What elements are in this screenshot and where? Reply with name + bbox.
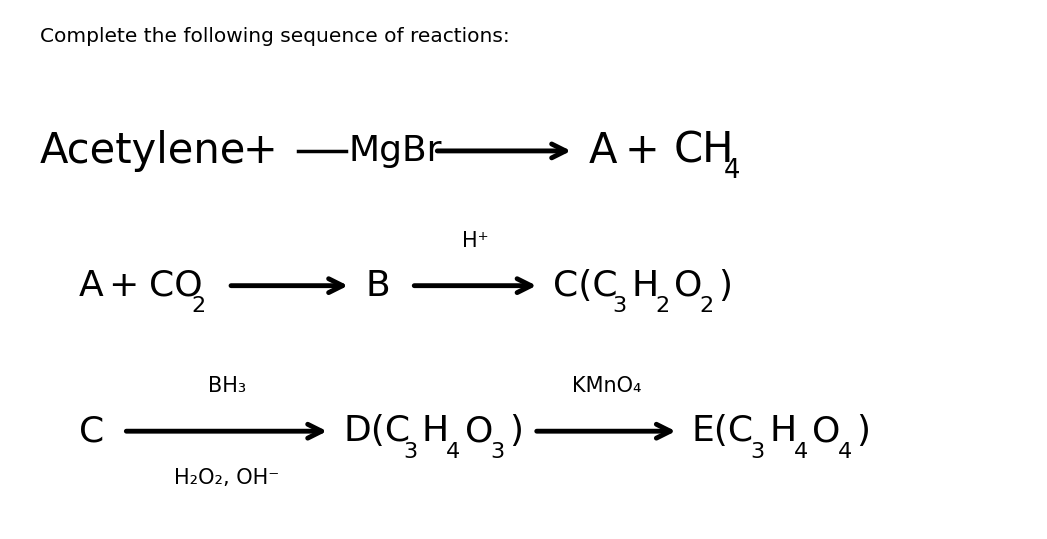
Text: A: A bbox=[79, 268, 104, 303]
Text: 4: 4 bbox=[446, 441, 461, 462]
Text: 2: 2 bbox=[192, 296, 206, 316]
Text: ): ) bbox=[509, 414, 522, 448]
Text: O: O bbox=[465, 414, 493, 448]
Text: D(C: D(C bbox=[343, 414, 410, 448]
Text: BH₃: BH₃ bbox=[207, 376, 246, 396]
Text: 3: 3 bbox=[403, 441, 417, 462]
Text: KMnO₄: KMnO₄ bbox=[572, 376, 641, 396]
Text: C: C bbox=[79, 414, 104, 448]
Text: 4: 4 bbox=[838, 441, 852, 462]
Text: 3: 3 bbox=[490, 441, 504, 462]
Text: +: + bbox=[242, 130, 277, 172]
Text: ): ) bbox=[718, 268, 732, 303]
Text: H₂O₂, OH⁻: H₂O₂, OH⁻ bbox=[174, 468, 280, 488]
Text: H: H bbox=[422, 414, 449, 448]
Text: Complete the following sequence of reactions:: Complete the following sequence of react… bbox=[40, 27, 510, 46]
Text: CH: CH bbox=[673, 130, 734, 172]
Text: 2: 2 bbox=[655, 296, 670, 316]
Text: H: H bbox=[770, 414, 797, 448]
Text: H: H bbox=[631, 268, 659, 303]
Text: 2: 2 bbox=[699, 296, 714, 316]
Text: +: + bbox=[624, 130, 660, 172]
Text: MgBr: MgBr bbox=[349, 134, 442, 168]
Text: ): ) bbox=[856, 414, 870, 448]
Text: 4: 4 bbox=[794, 441, 808, 462]
Text: O: O bbox=[812, 414, 841, 448]
Text: 3: 3 bbox=[612, 296, 626, 316]
Text: +: + bbox=[108, 268, 139, 303]
Text: Acetylene: Acetylene bbox=[40, 130, 246, 172]
Text: O: O bbox=[674, 268, 703, 303]
Text: 3: 3 bbox=[751, 441, 764, 462]
Text: C(C: C(C bbox=[553, 268, 618, 303]
Text: CO: CO bbox=[149, 268, 202, 303]
Text: A: A bbox=[588, 130, 617, 172]
Text: 4: 4 bbox=[723, 158, 740, 184]
Text: E(C: E(C bbox=[691, 414, 753, 448]
Text: H⁺: H⁺ bbox=[462, 231, 489, 251]
Text: B: B bbox=[365, 268, 391, 303]
